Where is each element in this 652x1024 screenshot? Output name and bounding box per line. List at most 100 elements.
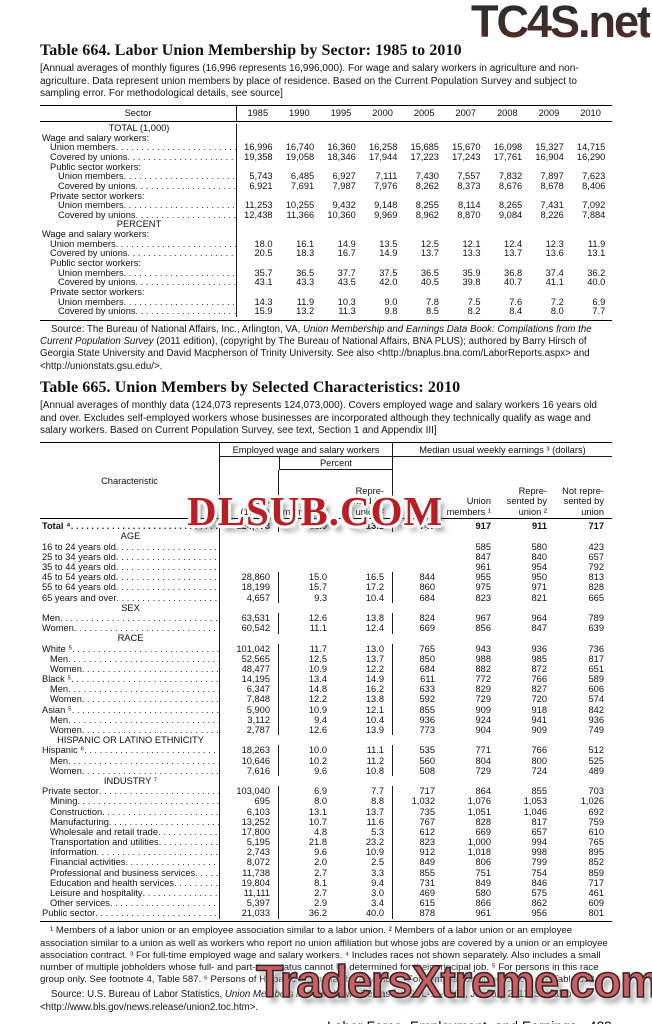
row-label: 16 to 24 years old: [40, 541, 220, 553]
cell: 60,542: [220, 623, 279, 634]
cell: 13.1: [335, 521, 393, 532]
cell: 5,397: [220, 898, 279, 909]
source-text: Source: The Bureau of National Affairs, …: [51, 323, 304, 335]
cell: 7,623: [582, 172, 606, 182]
cell: 37.4: [545, 268, 564, 278]
cell: 8,226: [540, 210, 564, 220]
row-label-text: Covered by unions: [50, 249, 128, 259]
cell: 813: [588, 572, 604, 583]
cell: 15,327: [535, 143, 564, 153]
row-label: Covered by unions: [40, 278, 237, 289]
cell: 40.0: [587, 278, 606, 288]
table-row: Men 52,565 12.5 13.7 850 988 985 817: [40, 653, 612, 665]
cell: 747: [419, 521, 435, 532]
cell: 7,987: [332, 181, 356, 191]
cell: 971: [531, 582, 547, 593]
table-row: Professional and business services 11,738…: [40, 867, 612, 879]
row-label: Covered by unions: [40, 210, 237, 221]
cell: 717: [588, 521, 604, 532]
row-label: 25 to 34 years old: [40, 551, 220, 563]
cell: 7,897: [540, 172, 564, 182]
cell: 840: [531, 551, 547, 562]
cell: 829: [475, 684, 491, 695]
cell: 8.5: [426, 307, 439, 317]
cell: 42.0: [379, 278, 398, 288]
cell: 852: [588, 857, 604, 868]
cell: 1,046: [523, 806, 547, 817]
table-row: Union members 5,743 6,485 6,927 7,111 7,430 7,…: [40, 172, 612, 183]
row-label: Union members: [40, 297, 237, 308]
cell: 13.8: [335, 694, 393, 705]
row-label-text: Financial activities: [50, 857, 126, 868]
cell: 36.5: [420, 268, 439, 278]
cell: 765: [419, 643, 435, 654]
cell: 729: [475, 765, 491, 776]
cell: 911: [532, 521, 547, 532]
row-label-text: AGE: [120, 531, 141, 542]
cell: 1,018: [467, 847, 491, 858]
cell: 11.9: [296, 297, 315, 307]
row-label: Information: [40, 847, 220, 858]
row-label: Hispanic ⁶: [40, 745, 220, 756]
row-label-text: RACE: [117, 633, 144, 644]
leader-dots: [116, 542, 219, 552]
column-header: Union members ¹: [282, 496, 327, 517]
row-label: Covered by unions: [40, 249, 237, 260]
row-label: Wholesale and retail trade: [40, 826, 220, 838]
cell: 21,033: [220, 908, 279, 919]
cell: 639: [588, 623, 604, 634]
cell: 692: [588, 806, 604, 817]
cell: 10.8: [335, 765, 393, 777]
table-row: Public sector workers:: [40, 162, 612, 173]
cell: 7.8: [426, 297, 439, 307]
cell: 16,290: [576, 152, 606, 162]
table-665-header: Characteristic Employed wage and salary …: [40, 443, 612, 519]
column-header-sector: Sector: [40, 105, 237, 121]
column-header: Total (1,000): [220, 470, 279, 518]
row-label-text: Private sector: [42, 786, 99, 797]
cell: 41.1: [545, 278, 564, 288]
row-label: Women: [40, 765, 220, 777]
row-label-text: 16 to 24 years old: [42, 541, 116, 552]
cell: 7.7: [592, 307, 606, 317]
cell: 8.8: [335, 796, 393, 807]
cell: 11.9: [309, 521, 327, 532]
cell: 10,646: [220, 755, 279, 766]
cell: 7,111: [375, 172, 398, 182]
row-label-text: Covered by unions: [58, 307, 136, 317]
cell: 12.4: [504, 239, 523, 249]
cell: 864: [475, 786, 491, 797]
cell: 12,438: [244, 210, 273, 220]
row-label: Manufacturing: [40, 816, 220, 828]
cell: 717: [588, 877, 604, 888]
cell: 611: [420, 674, 435, 685]
cell: 13,252: [220, 816, 279, 828]
cell: 8.0: [550, 307, 564, 317]
cell: 124,073: [220, 521, 279, 532]
leader-dots: [116, 562, 219, 572]
cell: 967: [475, 612, 491, 623]
leader-dots: [74, 623, 219, 633]
row-label-text: Covered by unions: [58, 181, 136, 191]
cell: 909: [531, 725, 547, 736]
cell: 35.7: [254, 268, 273, 278]
leader-dots: [174, 878, 219, 888]
cell: 860: [419, 582, 435, 593]
table-row: 16 to 24 years old 585 580 423: [40, 541, 612, 553]
page-number: 429: [589, 1019, 612, 1024]
cell: 10.4: [335, 592, 393, 603]
cell: 1,051: [467, 806, 491, 817]
section-label: INDUSTRY ⁷: [40, 775, 220, 787]
table-row: Private sector workers:: [40, 287, 612, 298]
cell: 924: [475, 714, 491, 725]
cell: 4.8: [314, 826, 327, 837]
cell: 17,761: [493, 152, 523, 162]
table-row: Wage and salary workers:: [40, 230, 612, 240]
cell: 7,848: [220, 694, 279, 705]
cell: 827: [531, 684, 547, 695]
cell: 16,740: [285, 143, 315, 153]
row-label-text: 65 years and over: [42, 592, 117, 603]
cell: 657: [588, 551, 604, 562]
cell: 6.9: [592, 297, 606, 307]
